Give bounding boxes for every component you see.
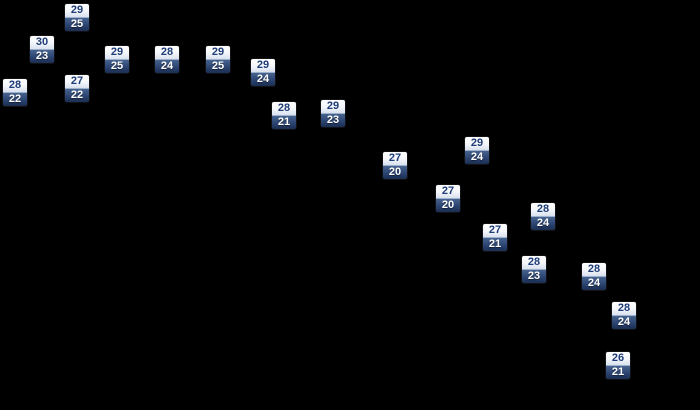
low-temperature-value: 22 <box>3 93 27 106</box>
high-temperature-value: 28 <box>3 79 27 93</box>
low-temperature-value: 24 <box>465 151 489 164</box>
high-temperature-value: 28 <box>272 102 296 116</box>
high-temperature-value: 28 <box>531 203 555 217</box>
temperature-marker: 29 23 <box>321 100 345 127</box>
temperature-marker: 27 21 <box>483 224 507 251</box>
low-temperature-value: 23 <box>30 50 54 63</box>
low-temperature-value: 24 <box>612 316 636 329</box>
high-temperature-value: 29 <box>465 137 489 151</box>
temperature-marker: 28 23 <box>522 256 546 283</box>
temperature-marker: 27 20 <box>383 152 407 179</box>
low-temperature-value: 24 <box>251 73 275 86</box>
low-temperature-value: 25 <box>65 18 89 31</box>
low-temperature-value: 20 <box>383 166 407 179</box>
low-temperature-value: 21 <box>606 366 630 379</box>
high-temperature-value: 29 <box>105 46 129 60</box>
high-temperature-value: 29 <box>251 59 275 73</box>
high-temperature-value: 27 <box>483 224 507 238</box>
low-temperature-value: 24 <box>531 217 555 230</box>
low-temperature-value: 24 <box>155 60 179 73</box>
high-temperature-value: 28 <box>522 256 546 270</box>
temperature-marker: 27 22 <box>65 75 89 102</box>
low-temperature-value: 24 <box>582 277 606 290</box>
temperature-marker: 28 24 <box>155 46 179 73</box>
high-temperature-value: 28 <box>612 302 636 316</box>
temperature-marker: 30 23 <box>30 36 54 63</box>
low-temperature-value: 23 <box>321 114 345 127</box>
temperature-marker: 28 24 <box>582 263 606 290</box>
temperature-marker: 29 24 <box>465 137 489 164</box>
temperature-marker: 28 24 <box>531 203 555 230</box>
high-temperature-value: 26 <box>606 352 630 366</box>
low-temperature-value: 25 <box>105 60 129 73</box>
temperature-marker: 28 21 <box>272 102 296 129</box>
low-temperature-value: 23 <box>522 270 546 283</box>
high-temperature-value: 29 <box>65 4 89 18</box>
temperature-marker: 26 21 <box>606 352 630 379</box>
high-temperature-value: 27 <box>65 75 89 89</box>
low-temperature-value: 21 <box>483 238 507 251</box>
high-temperature-value: 30 <box>30 36 54 50</box>
high-temperature-value: 29 <box>206 46 230 60</box>
high-temperature-value: 28 <box>155 46 179 60</box>
low-temperature-value: 20 <box>436 199 460 212</box>
temperature-marker: 27 20 <box>436 185 460 212</box>
high-temperature-value: 28 <box>582 263 606 277</box>
temperature-marker: 29 25 <box>65 4 89 31</box>
temperature-marker: 28 22 <box>3 79 27 106</box>
low-temperature-value: 22 <box>65 89 89 102</box>
low-temperature-value: 21 <box>272 116 296 129</box>
temperature-marker: 29 25 <box>105 46 129 73</box>
high-temperature-value: 27 <box>383 152 407 166</box>
low-temperature-value: 25 <box>206 60 230 73</box>
temperature-marker: 29 25 <box>206 46 230 73</box>
temperature-marker: 29 24 <box>251 59 275 86</box>
high-temperature-value: 29 <box>321 100 345 114</box>
high-temperature-value: 27 <box>436 185 460 199</box>
temperature-marker: 28 24 <box>612 302 636 329</box>
